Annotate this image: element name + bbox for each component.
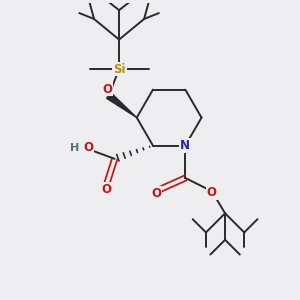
Text: O: O xyxy=(83,141,93,154)
Text: N: N xyxy=(180,139,190,152)
Text: H: H xyxy=(70,142,79,153)
Text: O: O xyxy=(207,186,217,199)
Text: O: O xyxy=(101,183,111,196)
Text: O: O xyxy=(102,82,112,95)
Polygon shape xyxy=(106,93,137,118)
Text: Si: Si xyxy=(113,62,126,76)
Text: O: O xyxy=(151,187,161,200)
